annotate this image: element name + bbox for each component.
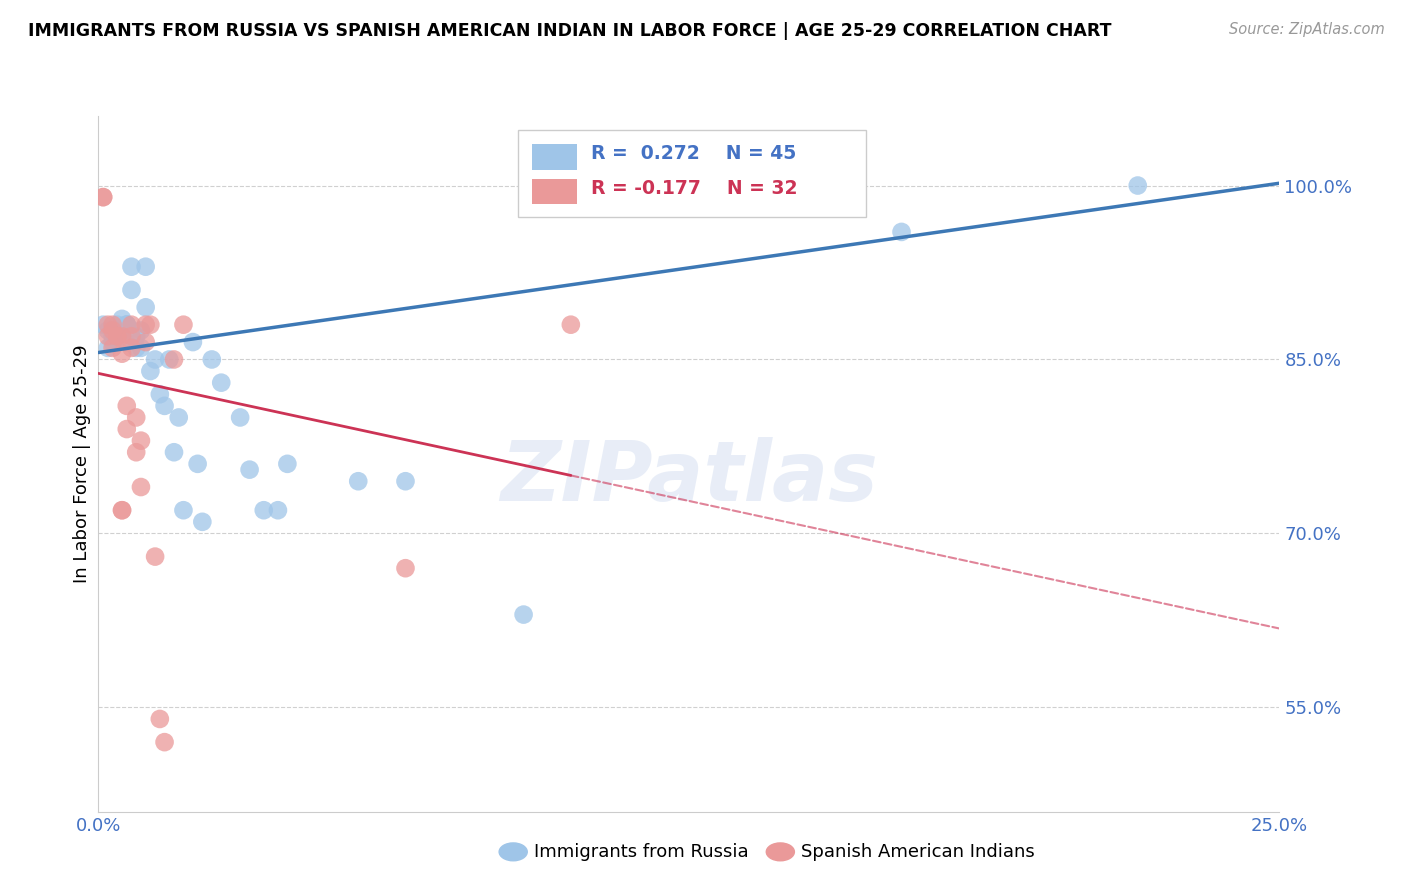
Point bbox=[157, 352, 180, 367]
Point bbox=[253, 503, 276, 517]
Point bbox=[101, 341, 124, 355]
Point bbox=[143, 549, 166, 564]
Point bbox=[149, 387, 172, 401]
Point bbox=[101, 318, 124, 332]
Point bbox=[115, 335, 138, 350]
Text: R =  0.272    N = 45: R = 0.272 N = 45 bbox=[591, 145, 796, 163]
Point bbox=[97, 341, 120, 355]
Point bbox=[167, 410, 190, 425]
Point bbox=[172, 503, 194, 517]
Text: ZIPatlas: ZIPatlas bbox=[501, 437, 877, 518]
Point bbox=[125, 341, 148, 355]
Point bbox=[121, 318, 143, 332]
Text: R = -0.177    N = 32: R = -0.177 N = 32 bbox=[591, 179, 797, 198]
Point bbox=[91, 190, 114, 204]
Point bbox=[105, 329, 128, 343]
Point bbox=[125, 329, 148, 343]
Y-axis label: In Labor Force | Age 25-29: In Labor Force | Age 25-29 bbox=[73, 344, 91, 583]
Point bbox=[267, 503, 290, 517]
Point bbox=[129, 434, 152, 448]
Point bbox=[560, 318, 582, 332]
Text: Spanish American Indians: Spanish American Indians bbox=[801, 843, 1035, 861]
Point bbox=[201, 352, 224, 367]
Point bbox=[115, 422, 138, 436]
Point bbox=[125, 410, 148, 425]
Point bbox=[97, 324, 120, 338]
Point bbox=[135, 318, 157, 332]
Point bbox=[149, 712, 172, 726]
Point bbox=[135, 301, 157, 315]
Point bbox=[1126, 178, 1149, 193]
Point bbox=[512, 607, 534, 622]
Point bbox=[163, 445, 186, 459]
Text: Immigrants from Russia: Immigrants from Russia bbox=[534, 843, 749, 861]
Point bbox=[121, 260, 143, 274]
Point bbox=[111, 503, 134, 517]
Point bbox=[105, 318, 128, 332]
Point bbox=[191, 515, 214, 529]
Text: Source: ZipAtlas.com: Source: ZipAtlas.com bbox=[1229, 22, 1385, 37]
Point bbox=[115, 399, 138, 413]
Point bbox=[143, 352, 166, 367]
Point bbox=[111, 312, 134, 326]
Point bbox=[115, 318, 138, 332]
Point bbox=[101, 329, 124, 343]
Point bbox=[121, 329, 143, 343]
Point bbox=[121, 283, 143, 297]
Point bbox=[101, 324, 124, 338]
Point bbox=[135, 260, 157, 274]
Point bbox=[111, 503, 134, 517]
Bar bbox=[531, 145, 576, 169]
Point bbox=[187, 457, 209, 471]
Point bbox=[209, 376, 232, 390]
Point bbox=[890, 225, 912, 239]
Point bbox=[394, 561, 416, 575]
Point bbox=[111, 324, 134, 338]
Point bbox=[129, 480, 152, 494]
Point bbox=[139, 364, 162, 378]
Point bbox=[115, 318, 138, 332]
Point bbox=[239, 462, 262, 476]
Point bbox=[139, 318, 162, 332]
Point bbox=[91, 190, 114, 204]
Point bbox=[172, 318, 194, 332]
Point bbox=[153, 735, 176, 749]
Point bbox=[347, 475, 370, 489]
Point bbox=[121, 341, 143, 355]
Point bbox=[97, 318, 120, 332]
Point bbox=[105, 329, 128, 343]
Point bbox=[129, 324, 152, 338]
Point bbox=[229, 410, 252, 425]
Point bbox=[111, 347, 134, 361]
Point bbox=[153, 399, 176, 413]
Text: IMMIGRANTS FROM RUSSIA VS SPANISH AMERICAN INDIAN IN LABOR FORCE | AGE 25-29 COR: IMMIGRANTS FROM RUSSIA VS SPANISH AMERIC… bbox=[28, 22, 1112, 40]
Point bbox=[105, 329, 128, 343]
Point bbox=[129, 341, 152, 355]
Point bbox=[125, 445, 148, 459]
Point bbox=[163, 352, 186, 367]
Point bbox=[91, 318, 114, 332]
Point bbox=[115, 318, 138, 332]
Bar bbox=[531, 179, 576, 204]
Point bbox=[394, 475, 416, 489]
Point bbox=[135, 335, 157, 350]
Point bbox=[276, 457, 298, 471]
Point bbox=[181, 335, 204, 350]
Point bbox=[101, 324, 124, 338]
FancyBboxPatch shape bbox=[517, 130, 866, 217]
Point bbox=[97, 329, 120, 343]
Point bbox=[101, 335, 124, 350]
Point bbox=[111, 329, 134, 343]
